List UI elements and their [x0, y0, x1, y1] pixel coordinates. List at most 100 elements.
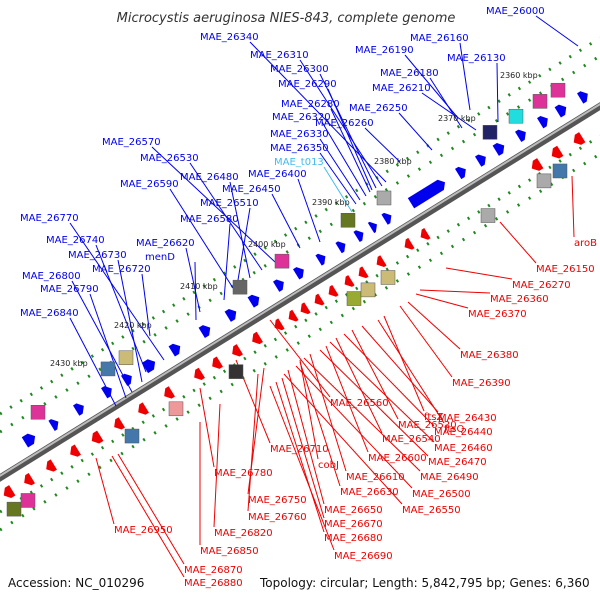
leader-line: [141, 273, 151, 337]
leader-line: [95, 457, 115, 525]
leader-lines: [69, 15, 579, 578]
leader-line: [89, 293, 127, 399]
leader-line: [309, 353, 347, 472]
reverse-gene-label: MAE_26630: [340, 487, 399, 498]
leader-line: [185, 247, 201, 313]
forward-gene-label: MAE_26250: [349, 103, 408, 114]
reverse-gene-arrow: [328, 284, 339, 297]
reverse-gene-label: MAE_26780: [214, 468, 273, 479]
forward-gene-label: MAE_26510: [200, 198, 259, 209]
forward-gene-label: MAE_26320: [272, 112, 331, 123]
kbp-ticks: 2360 kbp 2370 kbp 2380 kbp 2390 kbp 2400 kbp…: [50, 71, 538, 368]
map-title: Microcystis aeruginosa NIES-843, complet…: [117, 11, 456, 26]
leader-line: [299, 59, 383, 187]
forward-gene-label: MAE_26330: [270, 129, 329, 140]
leader-line: [223, 223, 231, 301]
reverse-gene-arrow: [531, 158, 544, 171]
reverse-gene-label: MAE_26440: [434, 427, 493, 438]
forward-gene-arrow: [577, 91, 588, 104]
gene-box: [20, 493, 36, 508]
leader-line: [319, 152, 357, 205]
kbp-tick-label: 2420 kbp: [114, 321, 152, 330]
kbp-tick-label: 2380 kbp: [374, 157, 412, 166]
reverse-gene-label: MAE_26880: [184, 578, 243, 589]
gene-box: [340, 213, 356, 228]
forward-gene-arrow: [367, 221, 377, 234]
leader-line: [111, 455, 185, 578]
reverse-gene-label: MAE_26370: [468, 309, 527, 320]
leader-line: [343, 333, 435, 427]
reverse-gene-label: cobJ: [318, 460, 339, 471]
forward-gene-label: MAE_26290: [278, 79, 337, 90]
reverse-gene-label: MAE_26390: [452, 378, 511, 389]
leader-line: [445, 267, 513, 280]
leader-line: [117, 259, 143, 383]
reverse-gene-arrow: [252, 331, 263, 345]
leader-line: [571, 175, 575, 238]
leader-line: [399, 305, 453, 378]
forward-gene-label: MAE_26620: [136, 238, 195, 249]
reverse-gene-label: MAE_26500: [412, 489, 471, 500]
leader-line: [71, 280, 133, 393]
gene-box: [550, 82, 566, 98]
reverse-gene-arrow: [114, 417, 125, 430]
gene-box: [482, 125, 498, 140]
forward-gene-label: MAE_26480: [180, 172, 239, 183]
reverse-gene-arrow: [138, 402, 149, 415]
forward-gene-label: MAE_26310: [250, 50, 309, 61]
gene-box: [376, 190, 392, 206]
gene-box: [168, 401, 184, 417]
forward-gene-arrow: [273, 279, 284, 292]
leader-line: [189, 162, 263, 271]
kbp-tick-label: 2410 kbp: [180, 282, 218, 291]
forward-gene-arrow: [537, 116, 548, 129]
forward-gene-label: MAE_26210: [372, 83, 431, 94]
forward-gene-label: MAE_26340: [200, 32, 259, 43]
topology-text: Topology: circular; Length: 5,842,795 bp…: [260, 576, 590, 590]
reverse-gene-label: ftsQ: [444, 424, 464, 435]
gene-box: [232, 279, 248, 295]
gene-box: [552, 163, 568, 179]
kbp-tick-label: 2400 kbp: [248, 240, 286, 249]
reverse-gene-label: MAE_26950: [114, 525, 173, 536]
leader-line: [229, 181, 251, 279]
gene-labels: MAE_26000 MAE_26340 MAE_26160 MAE_26310 MAE_…: [20, 6, 597, 589]
reverse-gene-label: MAE_26150: [536, 264, 595, 275]
forward-gene-arrow: [515, 129, 526, 142]
reverse-gene-label: MAE_26490: [420, 472, 479, 483]
leader-line: [295, 365, 413, 489]
forward-gene-arrow: [141, 359, 156, 374]
forward-gene-label: menD: [145, 252, 175, 263]
forward-gene-arrow: [198, 325, 211, 338]
leader-line: [361, 325, 439, 413]
leader-line: [269, 385, 335, 551]
reverse-gene-label: aroB: [574, 238, 597, 249]
forward-gene-arrow: [475, 154, 486, 167]
forward-gene-arrow: [335, 241, 346, 254]
leader-line: [364, 127, 401, 163]
reverse-gene-arrow: [420, 227, 431, 240]
reverse-gene-label: MAE_26850: [200, 546, 259, 557]
reverse-gene-arrow: [232, 344, 243, 357]
reverse-gene-arrow: [288, 309, 299, 322]
gene-features: [3, 82, 588, 517]
reverse-gene-label: MAE_26360: [490, 294, 549, 305]
leader-line: [283, 373, 403, 505]
forward-gene-label: MAE_t013: [274, 157, 324, 168]
gene-box: [100, 361, 116, 377]
gene-box: [508, 108, 524, 124]
leader-line: [299, 359, 319, 460]
gene-box: [124, 428, 140, 444]
reverse-gene-arrow: [344, 275, 355, 287]
leader-line: [398, 112, 433, 151]
leader-line: [407, 301, 461, 350]
leader-line: [496, 62, 499, 123]
gene-box: [30, 405, 46, 420]
leader-line: [247, 373, 259, 512]
forward-gene-label: MAE_26400: [248, 169, 307, 180]
leader-line: [303, 357, 421, 472]
forward-gene-arrow: [247, 294, 260, 308]
reverse-gene-arrow: [212, 356, 223, 369]
forward-gene-label: MAE_26740: [46, 235, 105, 246]
leader-line: [297, 178, 321, 243]
